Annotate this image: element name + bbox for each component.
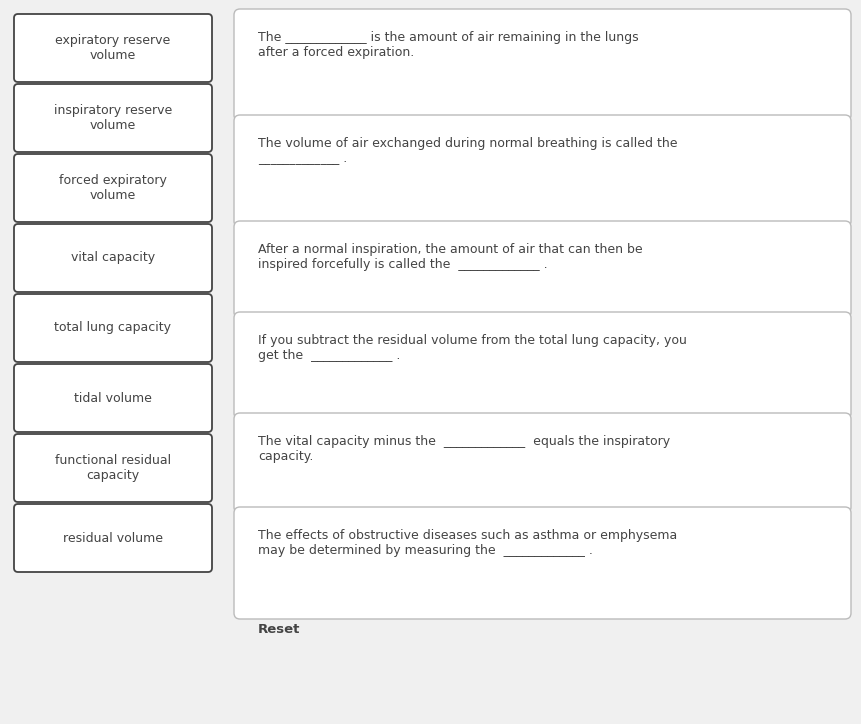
Text: The volume of air exchanged during normal breathing is called the
_____________ : The volume of air exchanged during norma… [257, 137, 677, 165]
FancyBboxPatch shape [14, 294, 212, 362]
Text: functional residual
capacity: functional residual capacity [55, 454, 170, 482]
Text: total lung capacity: total lung capacity [54, 321, 171, 334]
FancyBboxPatch shape [14, 504, 212, 572]
Text: If you subtract the residual volume from the total lung capacity, you
get the  _: If you subtract the residual volume from… [257, 334, 686, 362]
Text: The effects of obstructive diseases such as asthma or emphysema
may be determine: The effects of obstructive diseases such… [257, 529, 677, 557]
Text: tidal volume: tidal volume [74, 392, 152, 405]
Text: inspiratory reserve
volume: inspiratory reserve volume [53, 104, 172, 132]
Text: After a normal inspiration, the amount of air that can then be
inspired forceful: After a normal inspiration, the amount o… [257, 243, 642, 271]
Text: expiratory reserve
volume: expiratory reserve volume [55, 34, 170, 62]
Text: vital capacity: vital capacity [71, 251, 155, 264]
FancyBboxPatch shape [14, 364, 212, 432]
FancyBboxPatch shape [233, 221, 850, 318]
Text: Reset: Reset [257, 623, 300, 636]
FancyBboxPatch shape [233, 115, 850, 227]
Text: The vital capacity minus the  _____________  equals the inspiratory
capacity.: The vital capacity minus the ___________… [257, 435, 669, 463]
FancyBboxPatch shape [233, 312, 850, 419]
FancyBboxPatch shape [14, 84, 212, 152]
Text: residual volume: residual volume [63, 531, 163, 544]
Text: The _____________ is the amount of air remaining in the lungs
after a forced exp: The _____________ is the amount of air r… [257, 31, 638, 59]
FancyBboxPatch shape [14, 224, 212, 292]
FancyBboxPatch shape [233, 9, 850, 121]
Text: forced expiratory
volume: forced expiratory volume [59, 174, 167, 202]
FancyBboxPatch shape [233, 413, 850, 513]
FancyBboxPatch shape [14, 154, 212, 222]
FancyBboxPatch shape [14, 14, 212, 82]
FancyBboxPatch shape [233, 507, 850, 619]
FancyBboxPatch shape [14, 434, 212, 502]
